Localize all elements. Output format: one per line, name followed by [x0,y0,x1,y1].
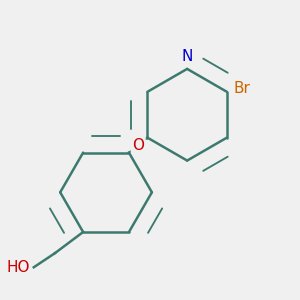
Text: HO: HO [7,260,30,275]
Text: N: N [182,49,193,64]
Text: Br: Br [234,81,251,96]
Text: O: O [132,138,144,153]
